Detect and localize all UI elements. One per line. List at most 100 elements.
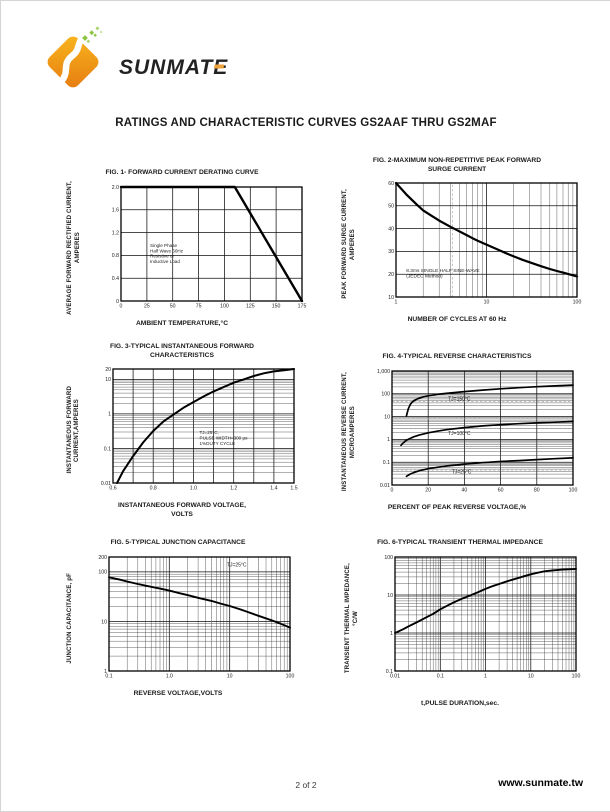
- figure-4: FIG. 4-TYPICAL REVERSE CHARACTERISTICS I…: [331, 345, 583, 513]
- svg-text:1.0: 1.0: [190, 486, 197, 492]
- svg-text:(JEDEC Method): (JEDEC Method): [406, 273, 443, 279]
- svg-text:125: 125: [246, 304, 255, 310]
- y-label-line: AMPERES: [74, 232, 81, 264]
- svg-text:1.0: 1.0: [166, 674, 173, 680]
- svg-text:100: 100: [220, 304, 229, 310]
- y-label-line: °C/W: [352, 610, 359, 626]
- svg-text:80: 80: [534, 488, 540, 494]
- svg-text:0.1: 0.1: [104, 446, 111, 452]
- logo-graphic: SUNMATE: [47, 26, 227, 88]
- figure-6-title: FIG. 6-TYPICAL TRANSIENT THERMAL IMPEDAN…: [377, 539, 543, 547]
- page-title: RATINGS AND CHARACTERISTIC CURVES GS2AAF…: [115, 117, 497, 129]
- svg-text:10: 10: [101, 619, 107, 625]
- svg-text:100: 100: [573, 300, 582, 306]
- svg-text:Half Wave 60Hz: Half Wave 60Hz: [150, 248, 184, 253]
- svg-text:40: 40: [462, 488, 468, 494]
- svg-text:1: 1: [395, 300, 398, 306]
- svg-text:0.6: 0.6: [110, 486, 117, 492]
- svg-text:1: 1: [484, 674, 487, 680]
- svg-text:0.8: 0.8: [112, 253, 119, 259]
- svg-text:1.2: 1.2: [230, 486, 237, 492]
- svg-text:1.6: 1.6: [112, 208, 119, 214]
- svg-text:1: 1: [390, 631, 393, 637]
- svg-text:100: 100: [99, 570, 108, 576]
- figure-4-title: FIG. 4-TYPICAL REVERSE CHARACTERISTICS: [382, 353, 532, 361]
- figure-1-chart: 0 25 50 75 100 125 150 175 0 0.4 0.8 1.2 1.6 2.0 Singl…: [112, 185, 307, 310]
- figure-3: FIG. 3-TYPICAL INSTANTANEOUS FORWARD CHA…: [57, 343, 307, 520]
- svg-text:25: 25: [144, 304, 150, 310]
- svg-text:20: 20: [425, 488, 431, 494]
- figure-5-y-axis-label: JUNCTION CAPACITANCE, pF: [59, 573, 82, 664]
- svg-text:10: 10: [484, 300, 490, 306]
- svg-text:0.1: 0.1: [437, 674, 444, 680]
- svg-text:PULSE WIDTH=300 μs: PULSE WIDTH=300 μs: [200, 436, 249, 441]
- svg-text:10: 10: [387, 593, 393, 599]
- figure-5-title: FIG. 5-TYPICAL JUNCTION CAPACITANCE: [110, 539, 246, 547]
- svg-text:1.5: 1.5: [291, 486, 298, 492]
- svg-text:8.3ms SINGLE HALF SINE-WAVE: 8.3ms SINGLE HALF SINE-WAVE: [406, 268, 479, 274]
- svg-text:1: 1: [387, 437, 390, 443]
- svg-text:50: 50: [170, 304, 176, 310]
- svg-text:0.01: 0.01: [390, 674, 400, 680]
- svg-text:20: 20: [105, 367, 111, 373]
- logo-accent-bar: [213, 64, 225, 69]
- svg-text:60: 60: [388, 181, 394, 187]
- svg-text:1,000: 1,000: [377, 369, 390, 375]
- svg-text:TJ=25°C: TJ=25°C: [227, 562, 247, 568]
- y-label-line: JUNCTION CAPACITANCE, pF: [66, 572, 73, 664]
- figure-1-x-axis-label: AMBIENT TEMPERATURE,°C: [135, 320, 229, 327]
- svg-text:100: 100: [384, 555, 393, 561]
- page-number: 2 of 2: [295, 780, 317, 790]
- y-label-line: AVERAGE FORWARD RECTIFIED CURRENT,: [66, 181, 73, 315]
- svg-text:30: 30: [388, 249, 394, 255]
- svg-text:1%DUTY CYCLE: 1%DUTY CYCLE: [200, 441, 236, 446]
- svg-text:TJ=25°C,: TJ=25°C,: [200, 430, 219, 435]
- svg-text:Single Phase: Single Phase: [150, 243, 178, 248]
- svg-text:100: 100: [569, 488, 578, 494]
- svg-text:10: 10: [227, 674, 233, 680]
- svg-text:1.2: 1.2: [112, 230, 119, 236]
- svg-text:100: 100: [572, 674, 581, 680]
- svg-text:TJ=25°C: TJ=25°C: [452, 470, 472, 476]
- figure-6-x-axis-label: t,PULSE DURATION,sec.: [421, 700, 499, 707]
- figure-3-title: FIG. 3-TYPICAL INSTANTANEOUS FORWARD CHA…: [109, 343, 255, 359]
- y-label-line: CURRENT,AMPERES: [74, 398, 81, 462]
- svg-text:0.8: 0.8: [150, 486, 157, 492]
- svg-text:0.4: 0.4: [112, 276, 119, 282]
- svg-text:100: 100: [286, 674, 295, 680]
- figure-4-y-axis-label: INSTANTANEOUS REVERSE CURRENT, MICROAMPE…: [334, 372, 365, 491]
- svg-text:1: 1: [104, 669, 107, 675]
- svg-text:75: 75: [196, 304, 202, 310]
- svg-text:100: 100: [381, 392, 390, 398]
- figure-1-title: FIG. 1- FORWARD CURRENT DERATING CURVE: [105, 169, 259, 177]
- svg-text:20: 20: [388, 272, 394, 278]
- svg-text:200: 200: [99, 555, 108, 561]
- figure-5-x-axis-label: REVERSE VOLTAGE,VOLTS: [133, 690, 223, 697]
- svg-text:1.4: 1.4: [270, 486, 277, 492]
- figure-4-chart: 0 20 40 60 80 100 0.01 0.1 1 10 100 1,000 TJ=150°C TJ…: [377, 369, 578, 494]
- svg-text:10: 10: [105, 377, 111, 383]
- svg-text:150: 150: [272, 304, 281, 310]
- logo-diamond-icon: [47, 32, 99, 88]
- figure-4-x-axis-label: PERCENT OF PEAK REVERSE VOLTAGE,%: [387, 504, 527, 511]
- svg-text:0.1: 0.1: [106, 674, 113, 680]
- svg-text:TJ=100°C: TJ=100°C: [448, 431, 471, 437]
- y-label-line: MICROAMPERES: [349, 405, 356, 459]
- figure-2: FIG. 2-MAXIMUM NON-REPETITIVE PEAK FORWA…: [331, 157, 583, 325]
- figure-6-y-axis-label: TRANSIENT THERMAL IMPEDANCE, °C/W: [337, 563, 368, 673]
- svg-text:10: 10: [528, 674, 534, 680]
- svg-text:TJ=150°C: TJ=150°C: [448, 396, 471, 402]
- figure-3-x-axis-label: INSTANTANEOUS FORWARD VOLTAGE, VOLTS: [118, 502, 246, 518]
- figure-2-title: FIG. 2-MAXIMUM NON-REPETITIVE PEAK FORWA…: [372, 157, 542, 173]
- svg-text:175: 175: [298, 304, 307, 310]
- svg-text:10: 10: [388, 295, 394, 301]
- figure-5: FIG. 5-TYPICAL JUNCTION CAPACITANCE JUNC…: [51, 531, 305, 699]
- figure-5-chart: 0.1 1.0 10 100 1 10 100 200 TJ=25°C: [99, 555, 295, 680]
- svg-text:10: 10: [384, 414, 390, 420]
- figure-3-y-axis-label: INSTANTANEOUS FORWARD CURRENT,AMPERES: [63, 386, 86, 474]
- figure-2-y-axis-label: PEAK FORWARD SURGE CURRENT, AMPERES: [330, 189, 369, 299]
- website-text: www.sunmate.tw: [498, 777, 583, 789]
